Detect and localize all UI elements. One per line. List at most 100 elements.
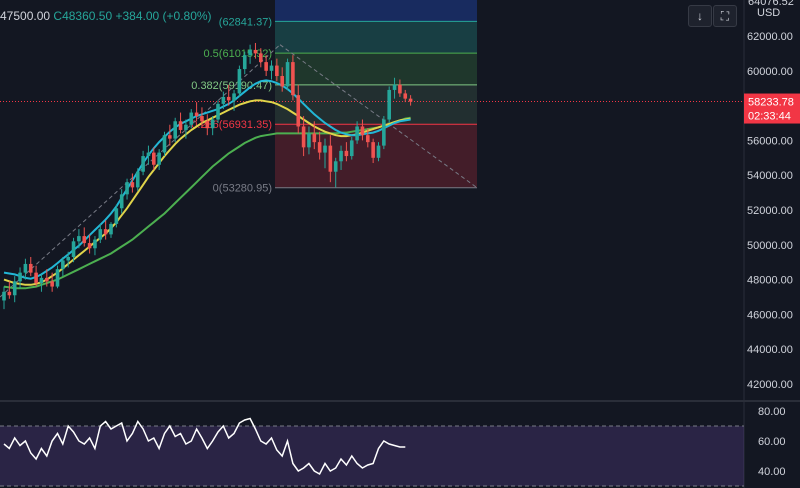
countdown-timer: 02:33:44	[748, 111, 791, 123]
candle-body	[360, 126, 365, 136]
candle-body	[7, 291, 12, 296]
scroll-to-realtime-button[interactable]: ↓	[688, 5, 712, 27]
candle-body	[259, 53, 263, 63]
candle-body	[221, 96, 226, 104]
candle-body	[157, 152, 161, 165]
candle-body	[408, 98, 413, 102]
candle-body	[194, 112, 199, 117]
candle-body	[344, 150, 349, 157]
candle-body	[280, 76, 284, 87]
candle-body	[178, 121, 183, 130]
fib-trend-line-down	[279, 44, 478, 189]
price-tick-label: 46000.00	[747, 309, 793, 321]
candle-body	[366, 135, 370, 143]
candle-body	[173, 121, 177, 139]
candle-body	[237, 69, 242, 94]
candle-body	[323, 145, 327, 153]
rsi-tick-label: 40.00	[758, 466, 786, 478]
candle-body	[205, 121, 210, 129]
candle-body	[18, 272, 22, 282]
candle-body	[200, 116, 204, 122]
candle-body	[39, 277, 44, 284]
candle-body	[248, 49, 252, 56]
fib-level-label-4: 0(53280.95)	[213, 183, 272, 195]
candle-body	[55, 269, 60, 287]
candle-body	[226, 96, 231, 101]
candle-body	[189, 112, 194, 125]
candle-body	[403, 93, 408, 99]
price-tick-label: 62000.00	[747, 31, 793, 43]
candle-body	[162, 135, 167, 153]
price-tick-label: 44000.00	[747, 344, 793, 356]
candle-body	[12, 281, 17, 296]
candle-body	[291, 62, 295, 96]
candle-body	[269, 65, 274, 71]
candle-body	[296, 95, 301, 127]
fib-zone-0	[275, 21, 477, 54]
fib-level-label-0: (62841.37)	[219, 16, 272, 28]
fib-zone-2	[275, 84, 477, 125]
candle-body	[23, 263, 28, 273]
candle-body	[242, 55, 247, 70]
price-tick-label: 60000.00	[747, 66, 793, 78]
candle-body	[34, 272, 38, 284]
price-tick-label: 56000.00	[747, 135, 793, 147]
candle-body	[301, 126, 306, 148]
price-tick-label: 50000.00	[747, 240, 793, 252]
candle-body	[392, 84, 397, 90]
arrow-down-icon: ↓	[697, 9, 703, 23]
rsi-line	[3, 417, 406, 476]
fullscreen-icon: ⛶	[720, 9, 730, 23]
price-tick-label: 48000.00	[747, 275, 793, 287]
candle-body	[93, 239, 97, 249]
ohlc-legend: 47500.00 C48360.50 +384.00 (+0.80%)	[0, 9, 212, 23]
candle-body	[114, 208, 119, 224]
candle-body	[66, 256, 70, 261]
candle-body	[387, 89, 391, 120]
candle-body	[61, 260, 65, 270]
candle-body	[28, 263, 33, 273]
fullscreen-button[interactable]: ⛶	[713, 5, 737, 27]
last-price-badge	[744, 93, 800, 124]
candle-body	[333, 161, 338, 172]
corner-price: 64076.52	[748, 0, 794, 8]
price-tick-label: 42000.00	[747, 379, 793, 391]
candle-body	[141, 156, 145, 172]
candle-body	[98, 229, 103, 240]
fib-zone-top	[275, 0, 477, 22]
candle-body	[307, 133, 311, 148]
candle-body	[216, 103, 220, 120]
candle-body	[355, 126, 359, 141]
candle-body	[2, 291, 6, 301]
ohlc-close: C48360.50	[53, 9, 113, 23]
candle-body	[130, 182, 135, 188]
rsi-tick-label: 60.00	[758, 436, 786, 448]
candle-body	[317, 142, 322, 153]
candle-body	[135, 171, 140, 188]
candle-body	[184, 124, 188, 130]
candle-body	[328, 145, 333, 172]
candle-body	[119, 194, 124, 209]
candle-body	[87, 243, 92, 249]
fib-level-label-2: 0.382(59190.47)	[191, 80, 272, 92]
last-price-value: 58233.78	[748, 97, 794, 109]
candle-body	[264, 62, 268, 71]
candle-body	[312, 133, 317, 143]
candle-body	[103, 229, 108, 235]
candle-body	[339, 150, 343, 162]
candle-body	[77, 236, 81, 242]
candle-body	[82, 236, 87, 244]
candle-body	[253, 49, 258, 54]
rsi-tick-label: 80.00	[758, 406, 786, 418]
ohlc-open: 47500.00	[0, 9, 51, 23]
fast-ma-line	[3, 79, 411, 280]
candle-body	[285, 62, 290, 87]
candle-body	[210, 119, 215, 129]
candle-body	[125, 182, 129, 195]
candle-body	[109, 223, 113, 235]
fib-zone-1	[275, 53, 477, 85]
candle-body	[152, 152, 156, 165]
candle-body	[71, 241, 76, 257]
rsi-band	[0, 426, 744, 486]
